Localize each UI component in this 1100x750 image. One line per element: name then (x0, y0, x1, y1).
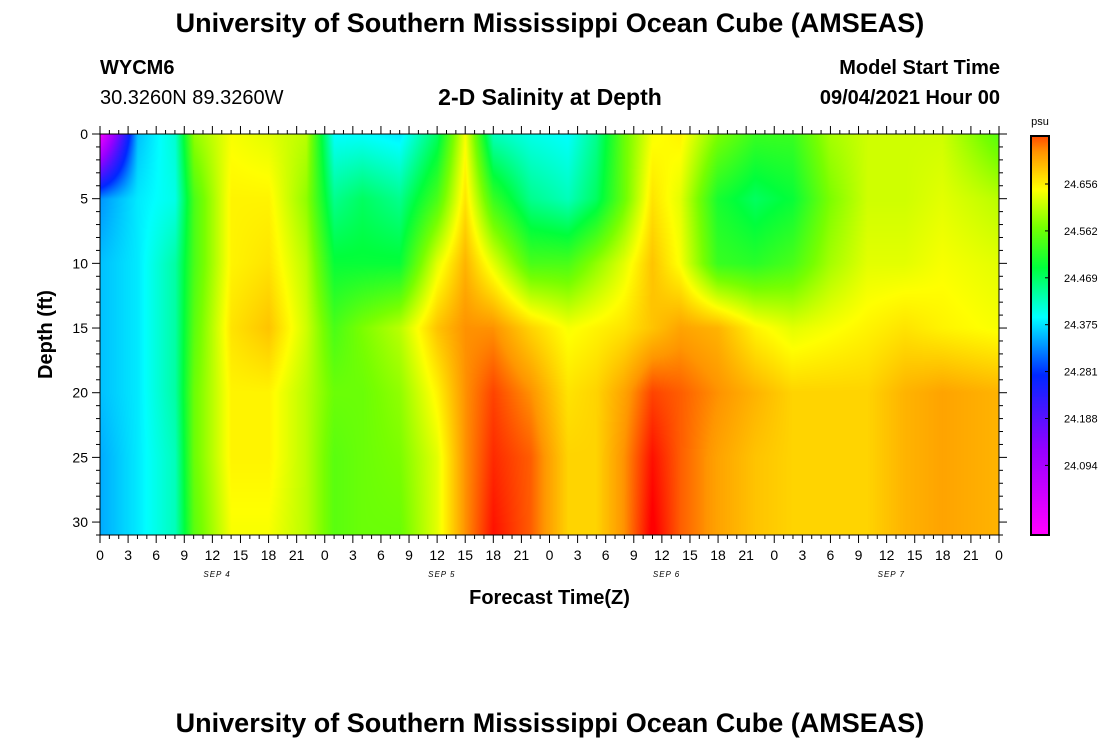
y-axis-title: Depth (ft) (35, 290, 57, 379)
x-tick-label: 21 (514, 547, 530, 563)
x-tick-label: 18 (710, 547, 726, 563)
x-tick-label: 12 (879, 547, 895, 563)
x-tick-label: 6 (827, 547, 835, 563)
colorbar-label: 24.562 (1064, 226, 1098, 238)
footer-title: University of Southern Mississippi Ocean… (175, 708, 925, 738)
y-tick-label: 25 (72, 449, 88, 465)
station-coordinates: 30.3260N 89.3260W (100, 87, 284, 109)
x-tick-label: 12 (205, 547, 221, 563)
colorbar-label: 24.094 (1064, 460, 1098, 472)
colorbar-label: 24.281 (1064, 367, 1098, 379)
x-tick-label: 18 (486, 547, 502, 563)
x-tick-label: 18 (261, 547, 277, 563)
x-tick-label: 21 (738, 547, 754, 563)
x-tick-label: 15 (907, 547, 923, 563)
x-tick-label: 3 (798, 547, 806, 563)
x-tick-label: 3 (574, 547, 582, 563)
x-tick-label: 6 (377, 547, 385, 563)
y-tick-label: 20 (72, 385, 88, 401)
page-title: University of Southern Mississippi Ocean… (175, 8, 925, 38)
station-id: WYCM6 (100, 57, 175, 79)
colorbar-labels: 24.656 24.562 24.469 24.375 24.281 24.188 24.0… (1045, 179, 1098, 472)
x-tick-label: 12 (429, 547, 445, 563)
y-tick-label: 5 (80, 191, 88, 207)
colorbar-label: 24.375 (1064, 320, 1098, 332)
x-tick-label: 15 (682, 547, 698, 563)
salinity-heatmap (100, 134, 999, 535)
x-tick-label: 3 (349, 547, 357, 563)
x-tick-label: 9 (180, 547, 188, 563)
plot-title: 2-D Salinity at Depth (438, 84, 662, 110)
x-tick-label: 0 (321, 547, 329, 563)
model-start-label: Model Start Time (839, 57, 1000, 79)
x-tick-label: 18 (935, 547, 951, 563)
x-tick-label: 0 (995, 547, 1003, 563)
colorbar-unit: psu (1031, 116, 1049, 128)
date-label: SEP 5 (428, 570, 455, 579)
x-tick-label: 12 (654, 547, 670, 563)
colorbar-frame (1030, 135, 1050, 536)
colorbar-label: 24.469 (1064, 273, 1098, 285)
model-start-value: 09/04/2021 Hour 00 (819, 87, 1000, 109)
x-tick-label: 6 (152, 547, 160, 563)
x-axis-title: Forecast Time(Z) (469, 587, 630, 609)
colorbar-gradient (1031, 136, 1049, 535)
y-tick-label: 15 (72, 320, 88, 336)
x-tick-label: 9 (405, 547, 413, 563)
x-tick-label: 6 (602, 547, 610, 563)
colorbar-label: 24.188 (1064, 414, 1098, 426)
x-tick-label: 15 (457, 547, 473, 563)
x-tick-label: 0 (770, 547, 778, 563)
x-tick-label: 9 (630, 547, 638, 563)
colorbar-label: 24.656 (1064, 179, 1098, 191)
y-tick-label: 10 (72, 255, 88, 271)
x-tick-label: 0 (96, 547, 104, 563)
date-label: SEP 7 (878, 570, 905, 579)
x-tick-label: 21 (289, 547, 305, 563)
y-tick-label: 0 (80, 126, 88, 142)
date-label: SEP 6 (653, 570, 680, 579)
date-label: SEP 4 (203, 570, 230, 579)
x-tick-label: 3 (124, 547, 132, 563)
y-axis: 0 5 10 15 20 25 30 (72, 126, 1007, 536)
y-tick-label: 30 (72, 514, 88, 530)
x-axis: 0 3 6 9 12 15 18 21 0 3 6 9 12 15 18 21 0 3 6 9 12 15 18 21 0 3 6 9… (96, 126, 1003, 579)
x-tick-label: 15 (233, 547, 249, 563)
x-tick-label: 0 (546, 547, 554, 563)
x-tick-label: 21 (963, 547, 979, 563)
x-tick-label: 9 (855, 547, 863, 563)
